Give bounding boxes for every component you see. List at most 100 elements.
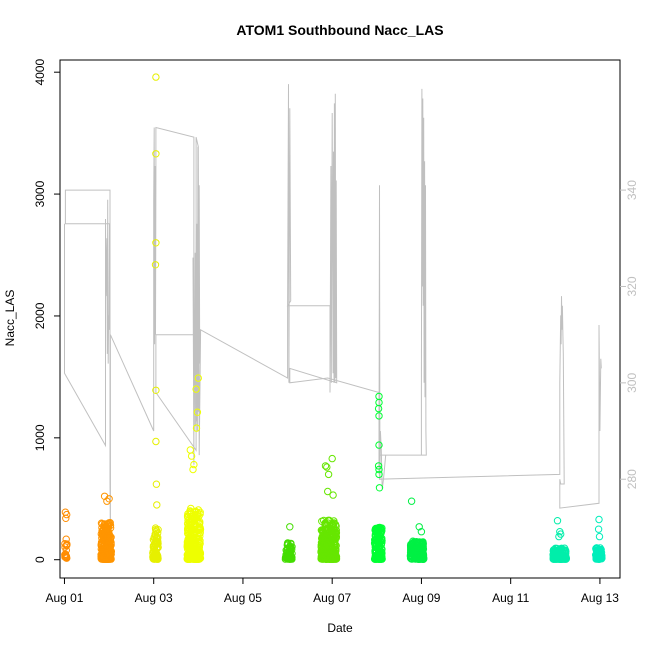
data-point <box>329 521 338 530</box>
data-point <box>150 545 159 553</box>
data-point <box>598 553 606 562</box>
data-point <box>553 544 561 553</box>
data-point <box>99 529 108 537</box>
data-point <box>62 514 70 522</box>
data-point <box>594 525 603 533</box>
y2-axis: 280 300 320 340 <box>620 180 639 489</box>
data-point <box>325 516 333 524</box>
x-tick-label: Aug 07 <box>313 591 351 605</box>
data-point <box>98 555 106 563</box>
data-point <box>374 525 383 534</box>
data-point <box>284 539 292 547</box>
chart-title: ATOM1 Southbound Nacc_LAS <box>236 22 443 38</box>
data-point <box>318 551 326 559</box>
data-point <box>415 523 423 531</box>
data-point <box>555 532 563 541</box>
scatter-cluster <box>183 374 205 563</box>
scatter-cluster <box>370 392 386 563</box>
data-point <box>62 510 71 519</box>
x-axis-label: Date <box>327 621 353 635</box>
data-point <box>329 555 338 563</box>
data-point <box>152 386 160 394</box>
data-point <box>374 404 383 413</box>
data-point <box>553 517 562 525</box>
y-tick-label: 1000 <box>33 424 47 451</box>
data-point <box>62 554 71 562</box>
data-point <box>331 539 339 548</box>
data-point <box>558 552 566 560</box>
data-point <box>194 374 203 382</box>
data-point <box>152 528 160 536</box>
data-point <box>411 541 420 549</box>
y2-tick-label: 300 <box>625 373 639 393</box>
data-point <box>98 540 106 548</box>
data-point <box>411 550 419 559</box>
data-point <box>321 521 329 529</box>
data-point <box>192 385 200 393</box>
data-point <box>196 528 204 536</box>
data-point <box>189 515 197 524</box>
scatter-cluster <box>97 492 116 563</box>
data-point <box>318 528 327 536</box>
data-point <box>552 548 561 556</box>
data-point <box>595 515 603 524</box>
data-point <box>152 239 160 247</box>
data-point <box>323 463 331 471</box>
y-tick-label: 3000 <box>33 180 47 207</box>
data-point <box>151 261 160 269</box>
x-axis: Aug 01 Aug 03 Aug 05 Aug 07 Aug 09 Aug 11 Aug … <box>45 578 619 605</box>
data-point <box>551 555 559 563</box>
data-point <box>194 532 202 541</box>
data-point <box>375 470 383 479</box>
data-point <box>562 555 570 563</box>
data-point <box>152 73 160 81</box>
data-point <box>153 554 162 563</box>
x-tick-label: Aug 01 <box>45 591 83 605</box>
data-point <box>61 550 70 558</box>
data-point <box>417 528 426 536</box>
scatter-cluster <box>149 73 162 563</box>
data-point <box>63 540 71 548</box>
data-point <box>103 497 111 505</box>
data-point <box>192 424 201 432</box>
data-point <box>326 554 335 562</box>
scatter-cluster <box>317 454 341 563</box>
data-point <box>324 470 333 479</box>
data-point <box>375 465 383 474</box>
data-point <box>595 532 604 541</box>
data-point <box>375 484 384 492</box>
data-point <box>407 497 416 505</box>
data-point <box>152 480 161 488</box>
data-point <box>190 460 198 469</box>
scatter-cluster <box>281 523 296 563</box>
data-point <box>286 555 294 563</box>
x-tick-label: Aug 09 <box>402 591 440 605</box>
data-point <box>152 437 160 446</box>
data-point <box>321 553 330 561</box>
data-point <box>61 553 69 561</box>
data-point <box>319 539 327 547</box>
data-point <box>188 540 197 548</box>
data-point <box>153 501 161 509</box>
data-point <box>185 521 193 529</box>
altitude-series <box>64 84 602 547</box>
data-point <box>104 529 112 537</box>
data-point <box>105 555 113 563</box>
y-tick-label: 4000 <box>33 59 47 86</box>
data-point <box>151 541 160 550</box>
data-point <box>323 540 332 549</box>
data-point <box>414 551 422 559</box>
data-point <box>196 519 204 527</box>
x-tick-label: Aug 05 <box>224 591 262 605</box>
scatter-cluster <box>406 497 428 563</box>
data-point <box>317 548 325 556</box>
plot-frame <box>59 59 621 579</box>
data-point <box>321 462 330 470</box>
data-point <box>562 547 570 556</box>
data-point <box>321 550 329 558</box>
scatter-cluster <box>592 515 606 563</box>
data-point <box>325 555 333 563</box>
data-point <box>189 554 197 562</box>
data-point <box>375 541 384 549</box>
data-point <box>192 534 201 543</box>
